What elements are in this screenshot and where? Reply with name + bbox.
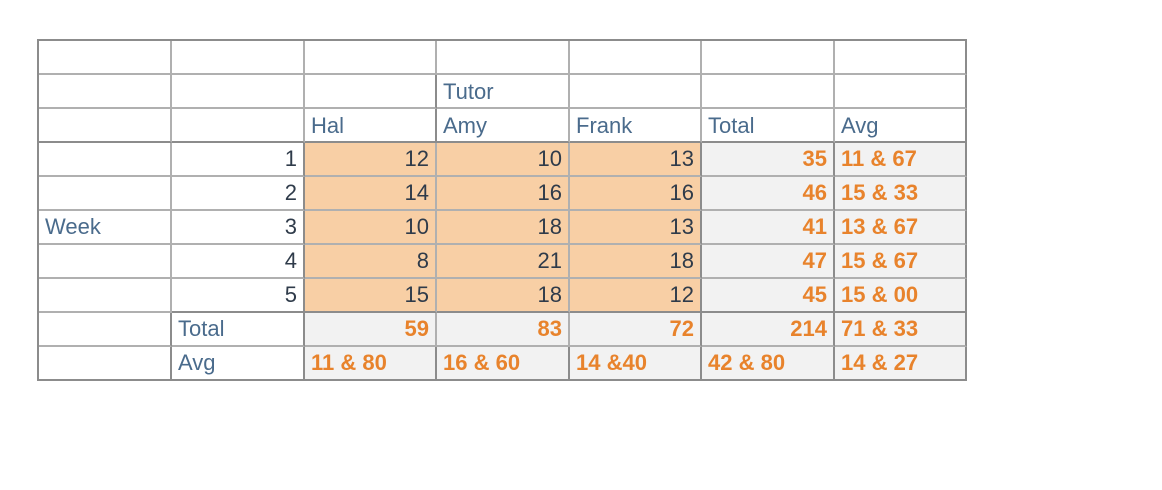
score-cell[interactable]: 10 [437, 143, 570, 177]
cell[interactable] [39, 143, 172, 177]
cell[interactable] [39, 245, 172, 279]
column-header-avg[interactable]: Avg [835, 109, 967, 143]
week-number[interactable]: 5 [172, 279, 305, 313]
week-number[interactable]: 4 [172, 245, 305, 279]
tutor-group-header[interactable]: Tutor [437, 75, 570, 109]
cell[interactable] [39, 347, 172, 381]
row-avg-cell[interactable]: 15 & 67 [835, 245, 967, 279]
cell[interactable] [39, 41, 172, 75]
week-number[interactable]: 3 [172, 211, 305, 245]
cell[interactable] [305, 75, 437, 109]
cell[interactable] [172, 75, 305, 109]
cell[interactable] [835, 41, 967, 75]
row-total-cell[interactable]: 45 [702, 279, 835, 313]
grand-total-cell[interactable]: 214 [702, 313, 835, 347]
cell[interactable] [39, 109, 172, 143]
cell[interactable] [172, 109, 305, 143]
score-cell[interactable]: 12 [570, 279, 702, 313]
column-avg-cell[interactable]: 11 & 80 [305, 347, 437, 381]
row-avg-cell[interactable]: 15 & 00 [835, 279, 967, 313]
row-total-cell[interactable]: 35 [702, 143, 835, 177]
cell[interactable] [702, 75, 835, 109]
column-total-cell[interactable]: 72 [570, 313, 702, 347]
cell[interactable] [39, 279, 172, 313]
score-cell[interactable]: 18 [437, 279, 570, 313]
cell[interactable] [39, 313, 172, 347]
avg-row-label[interactable]: Avg [172, 347, 305, 381]
column-avg-cell[interactable]: 16 & 60 [437, 347, 570, 381]
cell[interactable] [437, 41, 570, 75]
week-number[interactable]: 2 [172, 177, 305, 211]
score-cell[interactable]: 16 [570, 177, 702, 211]
overall-avg-cell[interactable]: 14 & 27 [835, 347, 967, 381]
week-number[interactable]: 1 [172, 143, 305, 177]
cell[interactable] [39, 75, 172, 109]
column-header-frank[interactable]: Frank [570, 109, 702, 143]
total-row-label[interactable]: Total [172, 313, 305, 347]
column-total-cell[interactable]: 83 [437, 313, 570, 347]
total-avg-cell[interactable]: 42 & 80 [702, 347, 835, 381]
cell[interactable] [570, 41, 702, 75]
cell[interactable] [570, 75, 702, 109]
score-cell[interactable]: 12 [305, 143, 437, 177]
column-avg-cell[interactable]: 14 &40 [570, 347, 702, 381]
score-cell[interactable]: 13 [570, 211, 702, 245]
cell[interactable] [172, 41, 305, 75]
score-cell[interactable]: 10 [305, 211, 437, 245]
row-avg-cell[interactable]: 13 & 67 [835, 211, 967, 245]
cell[interactable] [835, 75, 967, 109]
score-cell[interactable]: 13 [570, 143, 702, 177]
cell[interactable] [702, 41, 835, 75]
row-avg-cell[interactable]: 15 & 33 [835, 177, 967, 211]
column-header-total[interactable]: Total [702, 109, 835, 143]
cell[interactable] [39, 177, 172, 211]
score-cell[interactable]: 15 [305, 279, 437, 313]
score-cell[interactable]: 16 [437, 177, 570, 211]
week-row-label[interactable]: Week [39, 211, 172, 245]
row-total-cell[interactable]: 41 [702, 211, 835, 245]
score-cell[interactable]: 8 [305, 245, 437, 279]
cell[interactable] [305, 41, 437, 75]
column-total-cell[interactable]: 59 [305, 313, 437, 347]
score-cell[interactable]: 18 [570, 245, 702, 279]
score-cell[interactable]: 21 [437, 245, 570, 279]
grand-avg-cell[interactable]: 71 & 33 [835, 313, 967, 347]
column-header-hal[interactable]: Hal [305, 109, 437, 143]
score-cell[interactable]: 18 [437, 211, 570, 245]
score-cell[interactable]: 14 [305, 177, 437, 211]
column-header-amy[interactable]: Amy [437, 109, 570, 143]
spreadsheet-table: Tutor Hal Amy Frank Total Avg 1 12 10 13… [37, 39, 967, 381]
row-total-cell[interactable]: 46 [702, 177, 835, 211]
row-total-cell[interactable]: 47 [702, 245, 835, 279]
row-avg-cell[interactable]: 11 & 67 [835, 143, 967, 177]
